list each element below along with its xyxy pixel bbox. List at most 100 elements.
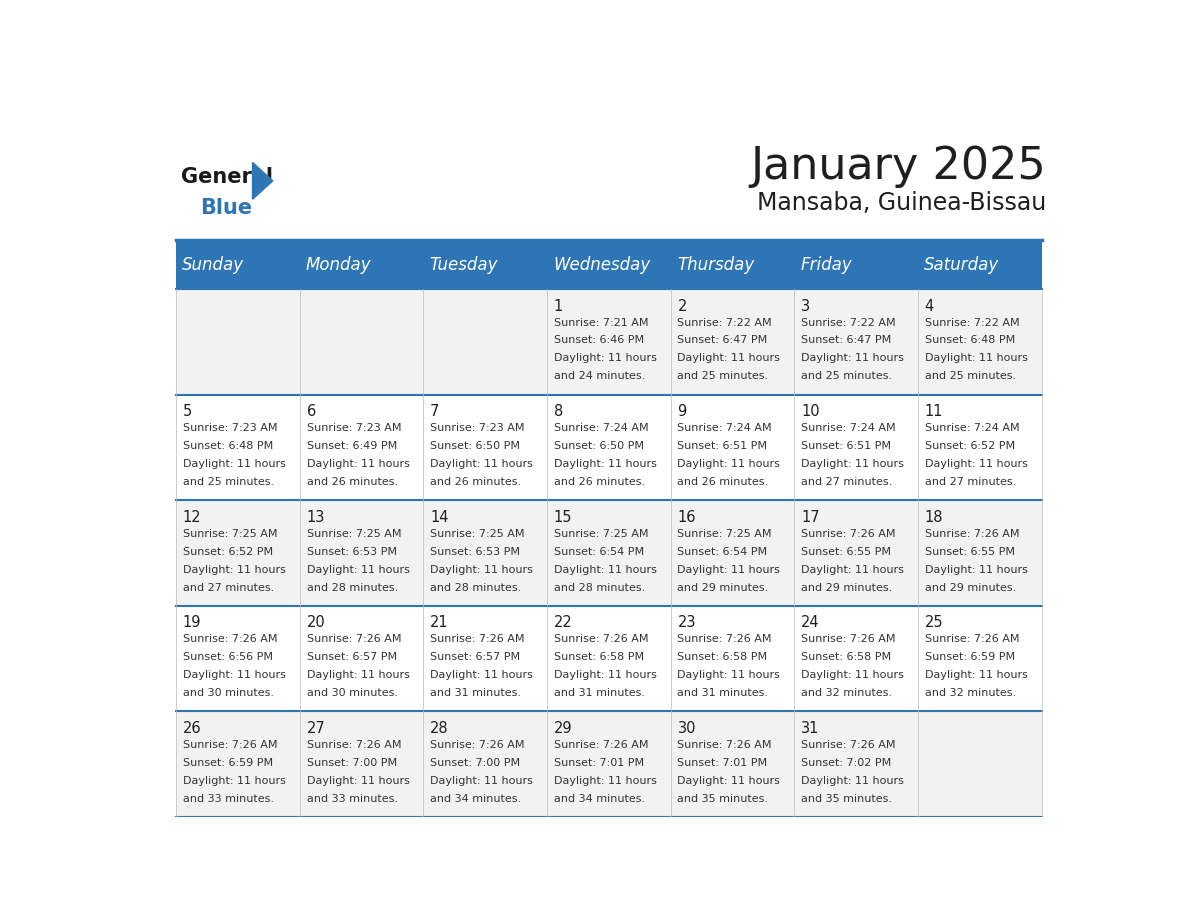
Text: 31: 31: [801, 721, 820, 736]
Text: Monday: Monday: [307, 256, 372, 274]
Text: Friday: Friday: [801, 256, 852, 274]
Text: Sunrise: 7:26 AM: Sunrise: 7:26 AM: [677, 740, 772, 750]
Text: Sunrise: 7:26 AM: Sunrise: 7:26 AM: [183, 634, 278, 644]
Text: 3: 3: [801, 298, 810, 314]
Text: Sunrise: 7:24 AM: Sunrise: 7:24 AM: [677, 423, 772, 433]
Text: Sunset: 6:52 PM: Sunset: 6:52 PM: [183, 547, 273, 556]
Text: 17: 17: [801, 509, 820, 525]
Text: Sunrise: 7:22 AM: Sunrise: 7:22 AM: [677, 318, 772, 328]
Text: 16: 16: [677, 509, 696, 525]
Text: Sunset: 6:59 PM: Sunset: 6:59 PM: [183, 758, 273, 767]
Text: Sunrise: 7:22 AM: Sunrise: 7:22 AM: [801, 318, 896, 328]
Text: Sunrise: 7:26 AM: Sunrise: 7:26 AM: [430, 634, 525, 644]
Text: Sunset: 6:54 PM: Sunset: 6:54 PM: [677, 547, 767, 556]
Text: and 31 minutes.: and 31 minutes.: [677, 688, 769, 699]
Text: and 34 minutes.: and 34 minutes.: [430, 794, 522, 804]
Text: Daylight: 11 hours: Daylight: 11 hours: [677, 353, 781, 364]
Text: 1: 1: [554, 298, 563, 314]
Text: 28: 28: [430, 721, 449, 736]
Text: Sunrise: 7:24 AM: Sunrise: 7:24 AM: [924, 423, 1019, 433]
Text: Sunset: 6:57 PM: Sunset: 6:57 PM: [307, 653, 397, 662]
Text: 22: 22: [554, 615, 573, 631]
Text: and 26 minutes.: and 26 minutes.: [430, 477, 522, 487]
Text: and 26 minutes.: and 26 minutes.: [554, 477, 645, 487]
Text: 5: 5: [183, 404, 192, 420]
Text: Daylight: 11 hours: Daylight: 11 hours: [430, 776, 533, 786]
Text: 25: 25: [924, 615, 943, 631]
Text: 26: 26: [183, 721, 202, 736]
Text: Sunset: 6:52 PM: Sunset: 6:52 PM: [924, 441, 1015, 451]
Text: 30: 30: [677, 721, 696, 736]
Text: 7: 7: [430, 404, 440, 420]
Text: Sunset: 6:55 PM: Sunset: 6:55 PM: [801, 547, 891, 556]
Text: Sunset: 6:46 PM: Sunset: 6:46 PM: [554, 335, 644, 345]
Text: 27: 27: [307, 721, 326, 736]
FancyBboxPatch shape: [671, 241, 795, 289]
Text: Daylight: 11 hours: Daylight: 11 hours: [677, 565, 781, 575]
Text: Sunrise: 7:26 AM: Sunrise: 7:26 AM: [801, 634, 896, 644]
Text: 4: 4: [924, 298, 934, 314]
Text: Sunrise: 7:22 AM: Sunrise: 7:22 AM: [924, 318, 1019, 328]
Text: and 28 minutes.: and 28 minutes.: [554, 583, 645, 593]
Text: Sunrise: 7:26 AM: Sunrise: 7:26 AM: [554, 634, 649, 644]
Text: and 35 minutes.: and 35 minutes.: [801, 794, 892, 804]
Text: Sunrise: 7:25 AM: Sunrise: 7:25 AM: [430, 529, 525, 539]
Text: Sunrise: 7:26 AM: Sunrise: 7:26 AM: [430, 740, 525, 750]
Text: and 25 minutes.: and 25 minutes.: [801, 372, 892, 381]
Text: Sunset: 6:47 PM: Sunset: 6:47 PM: [801, 335, 891, 345]
Text: 24: 24: [801, 615, 820, 631]
Text: Daylight: 11 hours: Daylight: 11 hours: [677, 776, 781, 786]
Text: Daylight: 11 hours: Daylight: 11 hours: [307, 776, 410, 786]
Text: Sunset: 6:58 PM: Sunset: 6:58 PM: [677, 653, 767, 662]
Text: Sunset: 6:58 PM: Sunset: 6:58 PM: [554, 653, 644, 662]
Text: Sunrise: 7:26 AM: Sunrise: 7:26 AM: [924, 529, 1019, 539]
Text: and 29 minutes.: and 29 minutes.: [924, 583, 1016, 593]
Text: 13: 13: [307, 509, 326, 525]
Text: Sunset: 7:01 PM: Sunset: 7:01 PM: [554, 758, 644, 767]
Text: and 31 minutes.: and 31 minutes.: [554, 688, 645, 699]
Text: Daylight: 11 hours: Daylight: 11 hours: [183, 565, 286, 575]
FancyBboxPatch shape: [299, 241, 423, 289]
Text: January 2025: January 2025: [751, 145, 1047, 188]
Text: Daylight: 11 hours: Daylight: 11 hours: [801, 459, 904, 469]
Text: and 27 minutes.: and 27 minutes.: [801, 477, 892, 487]
Text: and 27 minutes.: and 27 minutes.: [183, 583, 274, 593]
Text: and 32 minutes.: and 32 minutes.: [924, 688, 1016, 699]
Text: and 25 minutes.: and 25 minutes.: [183, 477, 274, 487]
Text: Sunrise: 7:26 AM: Sunrise: 7:26 AM: [677, 634, 772, 644]
Text: Sunset: 6:59 PM: Sunset: 6:59 PM: [924, 653, 1015, 662]
Text: Sunrise: 7:26 AM: Sunrise: 7:26 AM: [183, 740, 278, 750]
Text: 11: 11: [924, 404, 943, 420]
Text: and 30 minutes.: and 30 minutes.: [307, 688, 398, 699]
Text: Sunset: 7:00 PM: Sunset: 7:00 PM: [307, 758, 397, 767]
Text: Daylight: 11 hours: Daylight: 11 hours: [183, 459, 286, 469]
Text: and 24 minutes.: and 24 minutes.: [554, 372, 645, 381]
FancyBboxPatch shape: [176, 500, 1042, 606]
Text: and 30 minutes.: and 30 minutes.: [183, 688, 274, 699]
Text: Sunrise: 7:21 AM: Sunrise: 7:21 AM: [554, 318, 649, 328]
Text: 29: 29: [554, 721, 573, 736]
Text: Sunrise: 7:23 AM: Sunrise: 7:23 AM: [430, 423, 525, 433]
Text: Daylight: 11 hours: Daylight: 11 hours: [924, 670, 1028, 680]
Text: Daylight: 11 hours: Daylight: 11 hours: [801, 670, 904, 680]
Text: 23: 23: [677, 615, 696, 631]
Text: 18: 18: [924, 509, 943, 525]
Text: Sunset: 6:48 PM: Sunset: 6:48 PM: [924, 335, 1015, 345]
Text: Sunrise: 7:23 AM: Sunrise: 7:23 AM: [307, 423, 402, 433]
Text: Sunset: 7:02 PM: Sunset: 7:02 PM: [801, 758, 891, 767]
Text: Daylight: 11 hours: Daylight: 11 hours: [554, 670, 657, 680]
Text: Sunset: 6:56 PM: Sunset: 6:56 PM: [183, 653, 273, 662]
Text: and 33 minutes.: and 33 minutes.: [183, 794, 274, 804]
Text: Daylight: 11 hours: Daylight: 11 hours: [554, 459, 657, 469]
Text: and 31 minutes.: and 31 minutes.: [430, 688, 522, 699]
Text: 14: 14: [430, 509, 449, 525]
Text: 10: 10: [801, 404, 820, 420]
Text: Wednesday: Wednesday: [554, 256, 651, 274]
Text: Sunset: 6:47 PM: Sunset: 6:47 PM: [677, 335, 767, 345]
Text: and 29 minutes.: and 29 minutes.: [677, 583, 769, 593]
Text: Blue: Blue: [200, 197, 252, 218]
Text: Sunset: 6:50 PM: Sunset: 6:50 PM: [554, 441, 644, 451]
Text: Daylight: 11 hours: Daylight: 11 hours: [430, 670, 533, 680]
Text: and 32 minutes.: and 32 minutes.: [801, 688, 892, 699]
Text: 15: 15: [554, 509, 573, 525]
